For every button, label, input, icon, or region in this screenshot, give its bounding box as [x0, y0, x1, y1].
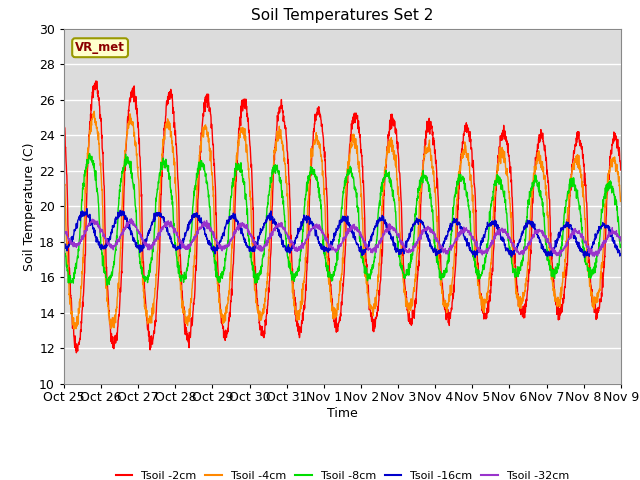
Tsoil -16cm	[617, 251, 625, 257]
Tsoil -32cm	[504, 231, 512, 237]
Tsoil -16cm	[584, 252, 591, 258]
Tsoil -2cm	[568, 161, 576, 167]
Tsoil -32cm	[127, 216, 135, 222]
Tsoil -32cm	[568, 232, 575, 238]
Tsoil -8cm	[359, 260, 367, 265]
Line: Tsoil -8cm: Tsoil -8cm	[64, 154, 621, 285]
Tsoil -8cm	[617, 242, 625, 248]
Tsoil -2cm	[617, 167, 625, 173]
Title: Soil Temperatures Set 2: Soil Temperatures Set 2	[252, 9, 433, 24]
Tsoil -16cm	[371, 224, 379, 230]
Tsoil -16cm	[83, 206, 91, 212]
Tsoil -32cm	[359, 237, 367, 242]
Tsoil -16cm	[471, 254, 479, 260]
Tsoil -2cm	[216, 300, 223, 306]
Tsoil -16cm	[568, 226, 576, 231]
Tsoil -8cm	[216, 279, 223, 285]
Tsoil -32cm	[584, 244, 591, 250]
Tsoil -2cm	[359, 179, 367, 185]
Tsoil -2cm	[60, 114, 68, 120]
X-axis label: Time: Time	[327, 407, 358, 420]
Tsoil -4cm	[505, 190, 513, 195]
Tsoil -8cm	[86, 151, 93, 156]
Line: Tsoil -32cm: Tsoil -32cm	[64, 219, 621, 256]
Tsoil -4cm	[90, 108, 98, 114]
Tsoil -32cm	[617, 238, 625, 243]
Tsoil -8cm	[584, 268, 591, 274]
Tsoil -16cm	[505, 250, 513, 255]
Tsoil -32cm	[216, 245, 223, 251]
Line: Tsoil -16cm: Tsoil -16cm	[64, 209, 621, 257]
Tsoil -16cm	[216, 239, 223, 245]
Text: VR_met: VR_met	[75, 41, 125, 54]
Y-axis label: Soil Temperature (C): Soil Temperature (C)	[23, 142, 36, 271]
Tsoil -32cm	[590, 253, 598, 259]
Tsoil -32cm	[371, 248, 379, 254]
Line: Tsoil -2cm: Tsoil -2cm	[64, 81, 621, 353]
Tsoil -4cm	[568, 169, 576, 175]
Tsoil -8cm	[505, 234, 513, 240]
Legend: Tsoil -2cm, Tsoil -4cm, Tsoil -8cm, Tsoil -16cm, Tsoil -32cm: Tsoil -2cm, Tsoil -4cm, Tsoil -8cm, Tsoi…	[111, 466, 573, 480]
Tsoil -2cm	[371, 317, 379, 323]
Tsoil -2cm	[505, 153, 513, 159]
Tsoil -32cm	[60, 228, 68, 233]
Tsoil -8cm	[103, 282, 111, 288]
Line: Tsoil -4cm: Tsoil -4cm	[64, 111, 621, 329]
Tsoil -4cm	[617, 198, 625, 204]
Tsoil -16cm	[60, 244, 68, 250]
Tsoil -8cm	[60, 241, 68, 247]
Tsoil -8cm	[371, 251, 379, 257]
Tsoil -4cm	[371, 306, 379, 312]
Tsoil -2cm	[92, 78, 100, 84]
Tsoil -4cm	[359, 228, 367, 233]
Tsoil -2cm	[584, 226, 591, 232]
Tsoil -8cm	[568, 175, 576, 181]
Tsoil -4cm	[584, 264, 591, 270]
Tsoil -2cm	[72, 350, 80, 356]
Tsoil -16cm	[359, 251, 367, 257]
Tsoil -4cm	[216, 306, 223, 312]
Tsoil -4cm	[60, 174, 68, 180]
Tsoil -4cm	[70, 326, 78, 332]
